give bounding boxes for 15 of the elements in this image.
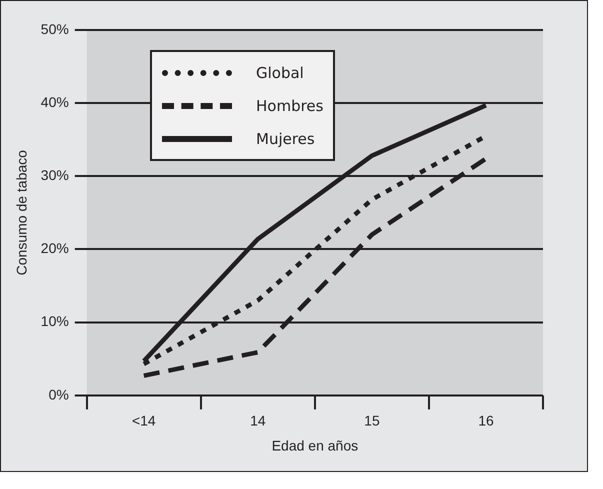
x-tick-label: 14: [250, 412, 266, 429]
legend-label: Global: [256, 64, 304, 82]
y-tick-label: 30%: [40, 167, 69, 184]
x-tick-label: <14: [132, 412, 156, 429]
x-axis-title: Edad en años: [272, 437, 358, 454]
legend-label: Mujeres: [256, 130, 315, 148]
y-tick-label: 20%: [40, 240, 69, 256]
y-tick-label: 50%: [40, 20, 69, 37]
y-tick-label: 0%: [48, 386, 69, 402]
x-tick-label: 15: [364, 412, 380, 429]
y-tick-label: 10%: [40, 313, 69, 330]
y-tick-label: 40%: [40, 94, 69, 110]
legend-label: Hombres: [256, 96, 324, 114]
x-tick-label: 16: [478, 412, 494, 429]
y-axis-title: Consumo de tabaco: [13, 150, 30, 276]
